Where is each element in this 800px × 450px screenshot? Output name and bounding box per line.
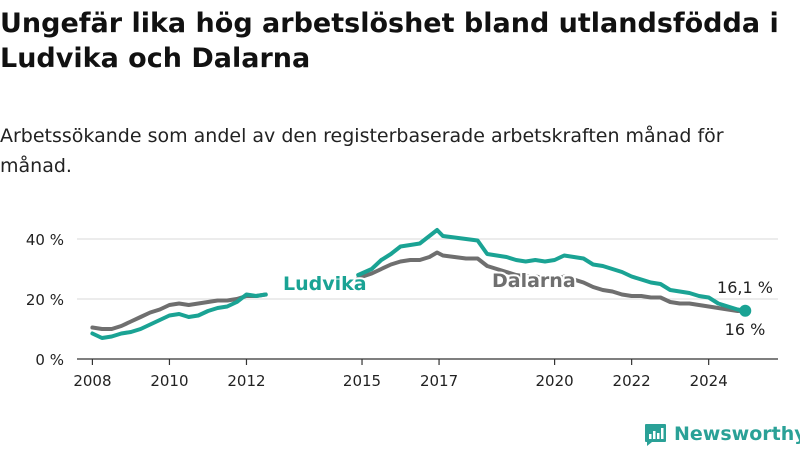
x-tick-label: 2008 bbox=[73, 372, 111, 390]
x-tick-label: 2012 bbox=[227, 372, 265, 390]
bar-chart-logo-icon bbox=[645, 423, 666, 446]
chart-title: Ungefär lika hög arbetslöshet bland utla… bbox=[0, 8, 779, 74]
y-tick-label: 40 % bbox=[26, 231, 64, 249]
logo-text: Newsworthy bbox=[674, 423, 800, 445]
x-tick-label: 2017 bbox=[420, 372, 458, 390]
x-tick-label: 2010 bbox=[150, 372, 188, 390]
series-line-ludvika bbox=[356, 228, 748, 313]
series-label-dalarna: Dalarna bbox=[492, 270, 576, 292]
x-tick-label: 2015 bbox=[343, 372, 381, 390]
newsworthy-logo: Newsworthy bbox=[644, 421, 800, 447]
x-tick-label: 2024 bbox=[690, 372, 728, 390]
chart-subtitle: Arbetssökande som andel av den registerb… bbox=[0, 125, 724, 177]
series-line-ludvika bbox=[90, 292, 268, 340]
series-line-dalarna bbox=[90, 292, 268, 331]
series-label-ludvika: Ludvika bbox=[283, 273, 367, 295]
end-value-label-dalarna: 16 % bbox=[725, 320, 766, 339]
line-chart: 0 % 20 % 40 % 2008 2010 2012 2015 2017 2020 2022 2… bbox=[26, 228, 778, 390]
x-tick-label: 2020 bbox=[536, 372, 574, 390]
y-tick-label: 20 % bbox=[26, 291, 64, 309]
end-marker-ludvika bbox=[739, 304, 752, 317]
end-value-label-ludvika: 16,1 % bbox=[717, 278, 773, 297]
y-tick-label: 0 % bbox=[35, 351, 64, 369]
x-tick-label: 2022 bbox=[613, 372, 651, 390]
series-line-dalarna bbox=[356, 250, 748, 313]
